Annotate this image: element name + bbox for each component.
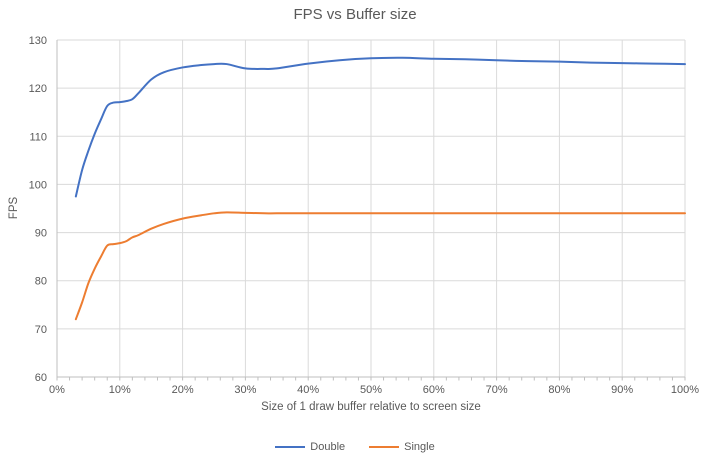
x-tick-label: 20% <box>172 384 194 396</box>
x-tick-label: 90% <box>611 384 633 396</box>
x-tick-label: 10% <box>109 384 131 396</box>
x-tick-label: 30% <box>234 384 256 396</box>
legend-item-double[interactable]: Double <box>275 441 345 453</box>
y-tick-label: 110 <box>29 131 47 143</box>
chart-title: FPS vs Buffer size <box>293 6 417 23</box>
legend: Double Single <box>0 441 710 453</box>
x-tick-label: 70% <box>486 384 508 396</box>
y-tick-label: 130 <box>29 35 47 47</box>
legend-item-single[interactable]: Single <box>369 441 435 453</box>
y-tick-label: 70 <box>35 324 47 336</box>
x-tick-label: 0% <box>49 384 65 396</box>
x-tick-label: 80% <box>548 384 570 396</box>
x-tick-label: 60% <box>423 384 445 396</box>
x-tick-label: 40% <box>297 384 319 396</box>
y-tick-label: 60 <box>35 372 47 384</box>
series-line-single <box>74 211 686 321</box>
y-tick-label: 120 <box>29 83 47 95</box>
x-axis-title: Size of 1 draw buffer relative to screen… <box>261 401 481 413</box>
legend-swatch-double <box>275 446 306 448</box>
legend-label: Single <box>404 441 435 453</box>
legend-label: Double <box>310 441 346 453</box>
y-tick-label: 100 <box>29 179 47 191</box>
series-line-double <box>74 56 686 198</box>
y-tick-label: 90 <box>35 228 47 240</box>
x-tick-label: 100% <box>671 384 699 396</box>
y-tick-label: 80 <box>35 276 47 288</box>
legend-swatch-single <box>369 446 400 448</box>
x-tick-label: 50% <box>360 384 382 396</box>
